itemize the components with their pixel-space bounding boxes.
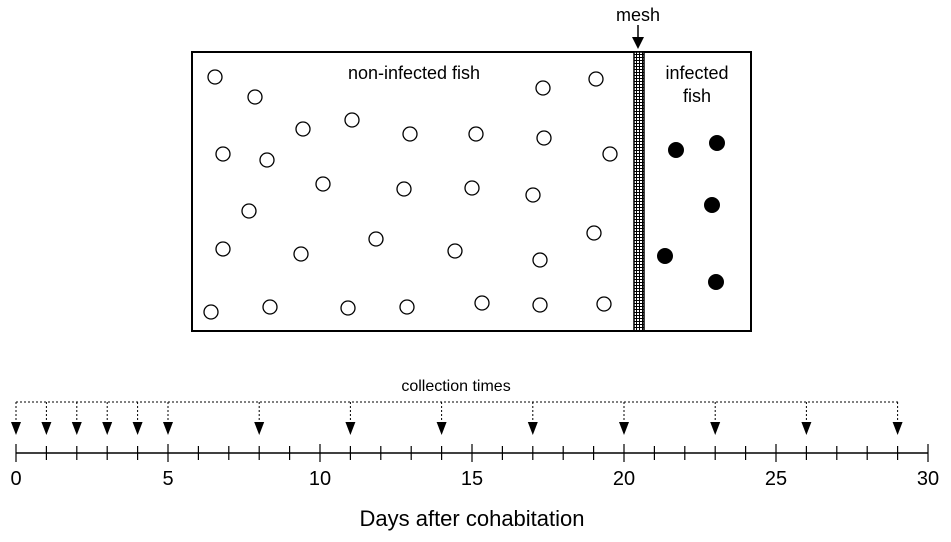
mesh-arrow-head	[632, 37, 644, 49]
time-axis-ticks	[15, 444, 929, 462]
collection-times-label: collection times	[401, 378, 510, 395]
collection-arrow-head	[71, 422, 82, 435]
timeline: collection times 0 5 10 15 20 25 30 Days after…	[10, 378, 939, 531]
collection-arrow-head	[801, 422, 812, 435]
non-infected-fish	[207, 69, 223, 85]
non-infected-fish	[340, 300, 356, 316]
time-axis-tick-labels: 0 5 10 15 20 25 30	[10, 468, 939, 490]
collection-arrow-head	[254, 422, 265, 435]
non-infected-fish	[262, 299, 278, 315]
collection-arrow-head	[710, 422, 721, 435]
fish-group	[203, 69, 725, 320]
non-infected-fish	[536, 130, 552, 146]
non-infected-fish	[203, 304, 219, 320]
non-infected-fish	[241, 203, 257, 219]
non-infected-fish	[464, 180, 480, 196]
infected-fish	[709, 135, 725, 151]
non-infected-fish	[399, 299, 415, 315]
collection-arrow-head	[436, 422, 447, 435]
non-infected-fish	[402, 126, 418, 142]
non-infected-fish	[259, 152, 275, 168]
infected-label-line2: fish	[683, 86, 711, 106]
non-infected-fish	[368, 231, 384, 247]
axis-tick-label: 30	[917, 468, 939, 490]
collection-arrow-head	[41, 422, 52, 435]
mesh-divider	[633, 51, 645, 332]
collection-arrow-head	[132, 422, 143, 435]
axis-tick-label: 0	[10, 468, 21, 490]
non-infected-fish	[315, 176, 331, 192]
collection-arrow-head	[102, 422, 113, 435]
axis-tick-label: 20	[613, 468, 635, 490]
non-infected-fish	[532, 297, 548, 313]
time-axis-title: Days after cohabitation	[359, 506, 584, 531]
non-infected-fish	[396, 181, 412, 197]
non-infected-fish	[295, 121, 311, 137]
non-infected-fish	[586, 225, 602, 241]
non-infected-fish	[293, 246, 309, 262]
non-infected-fish	[247, 89, 263, 105]
non-infected-fish	[447, 243, 463, 259]
non-infected-fish	[525, 187, 541, 203]
non-infected-fish	[535, 80, 551, 96]
collection-arrow-head	[527, 422, 538, 435]
tank-outline	[191, 51, 752, 332]
mesh-label: mesh	[616, 5, 660, 25]
infected-fish	[668, 142, 684, 158]
non-infected-fish	[474, 295, 490, 311]
non-infected-fish	[344, 112, 360, 128]
axis-tick-label: 10	[309, 468, 331, 490]
infected-fish	[657, 248, 673, 264]
axis-tick-label: 25	[765, 468, 787, 490]
non-infected-fish	[596, 296, 612, 312]
collection-arrow-head	[11, 422, 21, 435]
collection-arrows	[11, 402, 903, 435]
non-infected-fish	[468, 126, 484, 142]
non-infected-fish	[588, 71, 604, 87]
collection-arrow-head	[345, 422, 356, 435]
axis-tick-label: 15	[461, 468, 483, 490]
infected-fish	[708, 274, 724, 290]
non-infected-fish	[532, 252, 548, 268]
non-infected-fish	[215, 146, 231, 162]
axis-tick-label: 5	[162, 468, 173, 490]
non-infected-label: non-infected fish	[348, 63, 480, 83]
collection-arrow-head	[163, 422, 173, 435]
non-infected-fish	[215, 241, 231, 257]
collection-arrow-head	[619, 422, 629, 435]
collection-arrow-head	[892, 422, 903, 435]
non-infected-fish	[602, 146, 618, 162]
infected-fish	[704, 197, 720, 213]
tank: mesh non-infected fish infected fish	[191, 5, 752, 332]
infected-label-line1: infected	[665, 63, 728, 83]
